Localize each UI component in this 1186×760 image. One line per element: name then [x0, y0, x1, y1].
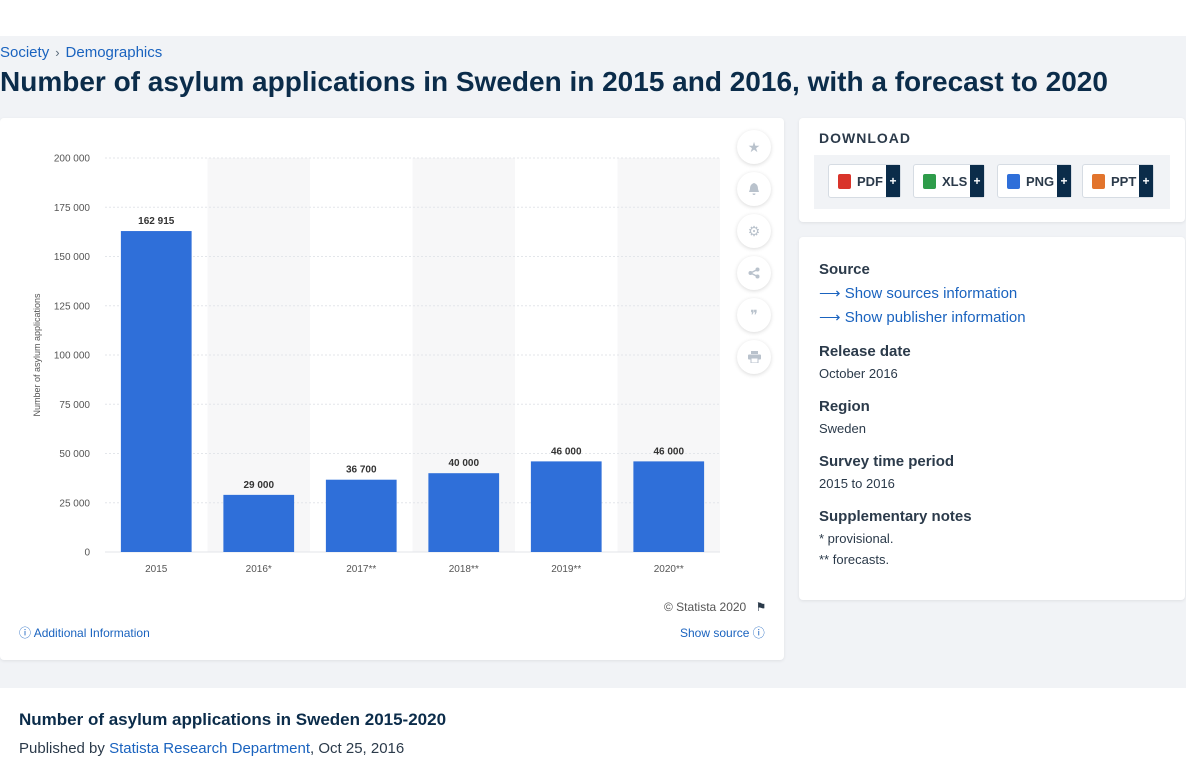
y-tick-label: 50 000: [59, 449, 90, 460]
bar-2020: [633, 461, 705, 552]
show-source-label: Show source: [680, 626, 750, 640]
info-icon: ⓘ: [19, 626, 32, 640]
png-file-icon: [1007, 173, 1020, 189]
arrow-right-icon: ⟶: [819, 285, 841, 302]
bar-2018: [428, 473, 500, 552]
print-icon[interactable]: [737, 340, 771, 374]
y-tick-label: 75 000: [59, 400, 90, 411]
survey-period-label: Survey time period: [819, 453, 955, 470]
release-date-label: Release date: [819, 343, 911, 360]
chart-card: 0 25 000 50 000 75 000 100 000 125 000 150 000…: [0, 118, 784, 660]
published-by-label: Published by: [19, 740, 105, 757]
download-title: DOWNLOAD: [819, 130, 911, 146]
flag-icon[interactable]: ⚑: [755, 600, 767, 614]
chart-tools: ★ ⚙ ❞: [737, 130, 773, 382]
download-pdf-label: PDF: [857, 173, 883, 189]
pdf-file-icon: [838, 173, 851, 189]
plus-icon: +: [1139, 165, 1153, 197]
y-tick-label: 200 000: [54, 154, 91, 165]
publish-date: , Oct 25, 2016: [310, 740, 405, 757]
download-xls-label: XLS: [942, 173, 968, 189]
data-label: 40 000: [448, 458, 479, 469]
bar-chart: 0 25 000 50 000 75 000 100 000 125 000 150 000…: [32, 154, 720, 575]
plus-icon: +: [886, 165, 900, 197]
publisher-link[interactable]: Statista Research Department: [109, 740, 311, 757]
x-tick-label: 2018**: [449, 564, 479, 575]
download-card: DOWNLOAD PDF + XLS + PNG + PPT +: [799, 118, 1185, 222]
note-provisional: * provisional.: [819, 531, 894, 546]
show-publisher-label: Show publisher information: [844, 309, 1026, 326]
plus-icon: +: [1057, 165, 1071, 197]
data-label: 29 000: [243, 480, 274, 491]
download-buttons: PDF + XLS + PNG + PPT +: [814, 155, 1170, 209]
chevron-right-icon: ›: [55, 45, 60, 60]
copyright: © Statista 2020 ⚑: [664, 600, 766, 614]
download-png-label: PNG: [1026, 173, 1055, 189]
y-tick-label: 100 000: [54, 351, 91, 362]
xls-file-icon: [923, 173, 936, 189]
show-sources-link[interactable]: ⟶ Show sources information: [819, 284, 1017, 302]
survey-period-value: 2015 to 2016: [819, 476, 895, 491]
download-xls-button[interactable]: XLS +: [913, 164, 985, 198]
breadcrumb-society[interactable]: Society: [0, 44, 50, 61]
breadcrumb: Society › Demographics: [0, 44, 162, 61]
show-sources-label: Show sources information: [844, 285, 1018, 302]
x-tick-label: 2020**: [654, 564, 684, 575]
bar-2016: [223, 494, 295, 552]
x-tick-label: 2017**: [346, 564, 376, 575]
region-value: Sweden: [819, 421, 866, 436]
y-tick-label: 150 000: [54, 252, 91, 263]
statistic-title: Number of asylum applications in Sweden …: [19, 710, 447, 729]
star-icon[interactable]: ★: [737, 130, 771, 164]
y-tick-label: 0: [84, 548, 90, 559]
info-icon: ⓘ: [752, 626, 765, 640]
page-title: Number of asylum applications in Sweden …: [0, 66, 1108, 97]
download-ppt-button[interactable]: PPT +: [1082, 164, 1154, 198]
ppt-file-icon: [1092, 173, 1105, 189]
plus-icon: +: [970, 165, 984, 197]
share-icon[interactable]: [737, 256, 771, 290]
bar-2017: [325, 479, 397, 552]
bar-2015: [120, 231, 192, 553]
info-card: Source ⟶ Show sources information ⟶ Show…: [799, 237, 1185, 600]
data-label: 162 915: [138, 216, 175, 227]
y-tick-label: 25 000: [59, 498, 90, 509]
release-date-value: October 2016: [819, 366, 898, 381]
copyright-text: © Statista 2020: [664, 600, 747, 614]
top-bar: [0, 0, 1186, 36]
additional-info-label: Additional Information: [33, 626, 150, 640]
y-tick-label: 175 000: [54, 203, 91, 214]
publisher-line: Published by Statista Research Departmen…: [19, 740, 404, 757]
region-label: Region: [819, 398, 870, 415]
x-tick-label: 2019**: [551, 564, 581, 575]
note-forecasts: ** forecasts.: [819, 552, 890, 567]
data-label: 46 000: [551, 446, 582, 457]
source-label: Source: [819, 261, 870, 278]
download-ppt-label: PPT: [1111, 173, 1137, 189]
additional-info-link[interactable]: ⓘ Additional Information: [19, 624, 150, 641]
show-source-link[interactable]: Show source ⓘ: [680, 624, 765, 641]
download-pdf-button[interactable]: PDF +: [828, 164, 901, 198]
arrow-right-icon: ⟶: [819, 309, 841, 326]
data-label: 46 000: [653, 446, 684, 457]
bottom-card: Number of asylum applications in Sweden …: [0, 688, 1186, 760]
y-tick-label: 125 000: [54, 301, 91, 312]
breadcrumb-demographics[interactable]: Demographics: [65, 44, 163, 61]
show-publisher-link[interactable]: ⟶ Show publisher information: [819, 308, 1026, 326]
x-tick-label: 2016*: [246, 564, 272, 575]
bar-2019: [530, 461, 602, 552]
data-label: 36 700: [346, 465, 377, 476]
quote-icon[interactable]: ❞: [737, 298, 771, 332]
x-tick-label: 2015: [145, 564, 168, 575]
gear-icon[interactable]: ⚙: [737, 214, 771, 248]
y-axis-label: Number of asylum applications: [32, 293, 42, 417]
supplementary-notes-label: Supplementary notes: [819, 508, 972, 525]
download-png-button[interactable]: PNG +: [997, 164, 1072, 198]
bell-icon[interactable]: [737, 172, 771, 206]
